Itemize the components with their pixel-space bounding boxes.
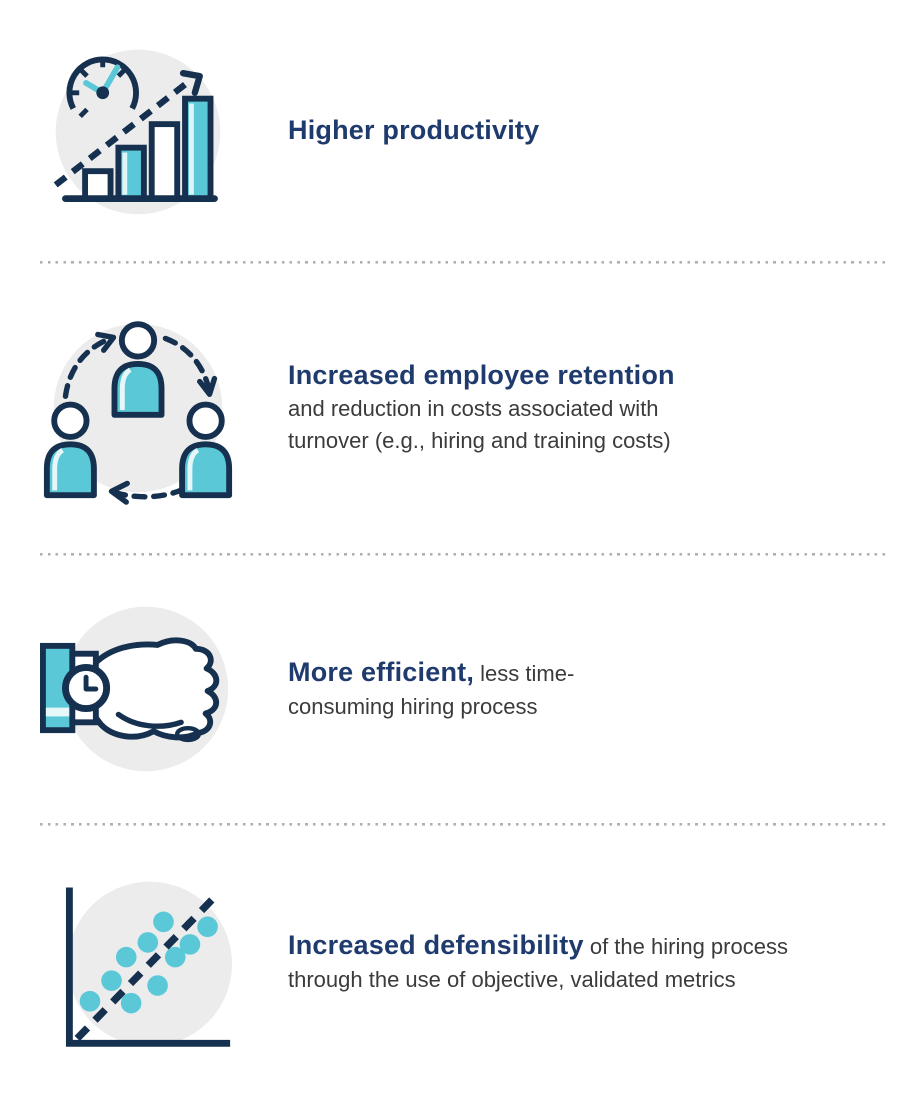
benefit-heading: More efficient, <box>288 656 475 687</box>
benefit-body: and reduction in costs associated with t… <box>288 395 671 453</box>
benefit-heading: Increased employee retention <box>288 360 675 391</box>
dotted-divider <box>40 823 890 826</box>
benefit-text-productivity: Higher productivity <box>288 114 539 148</box>
wristwatch-hand-icon <box>40 584 236 794</box>
benefit-body: More efficient, less time- consuming hir… <box>288 656 575 719</box>
dotted-divider <box>40 261 890 264</box>
benefit-text-defensibility: Increased defensibility of the hiring pr… <box>288 929 788 996</box>
benefit-heading: Increased defensibility <box>288 929 584 960</box>
growth-bar-chart-clock-icon <box>40 26 236 236</box>
dotted-divider <box>40 553 890 556</box>
benefit-row-efficiency: More efficient, less time- consuming hir… <box>0 554 912 824</box>
benefit-heading: Higher productivity <box>288 115 540 146</box>
benefit-row-productivity: Higher productivity <box>0 0 912 262</box>
employee-cycle-icon <box>40 303 236 513</box>
benefit-text-efficiency: More efficient, less time- consuming hir… <box>288 656 574 723</box>
benefit-row-retention: Increased employee retention and reducti… <box>0 262 912 554</box>
benefit-body: Increased defensibility of the hiring pr… <box>288 929 788 992</box>
benefit-row-defensibility: Increased defensibility of the hiring pr… <box>0 824 912 1100</box>
benefit-text-retention: Increased employee retention and reducti… <box>288 359 675 457</box>
scatter-plot-trend-icon <box>40 857 236 1067</box>
